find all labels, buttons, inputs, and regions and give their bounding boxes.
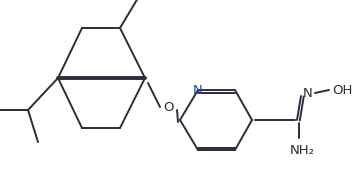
- Text: OH: OH: [332, 84, 352, 96]
- Text: NH₂: NH₂: [289, 143, 315, 157]
- Text: O: O: [163, 100, 173, 114]
- Text: N: N: [303, 87, 313, 99]
- Text: N: N: [193, 84, 203, 96]
